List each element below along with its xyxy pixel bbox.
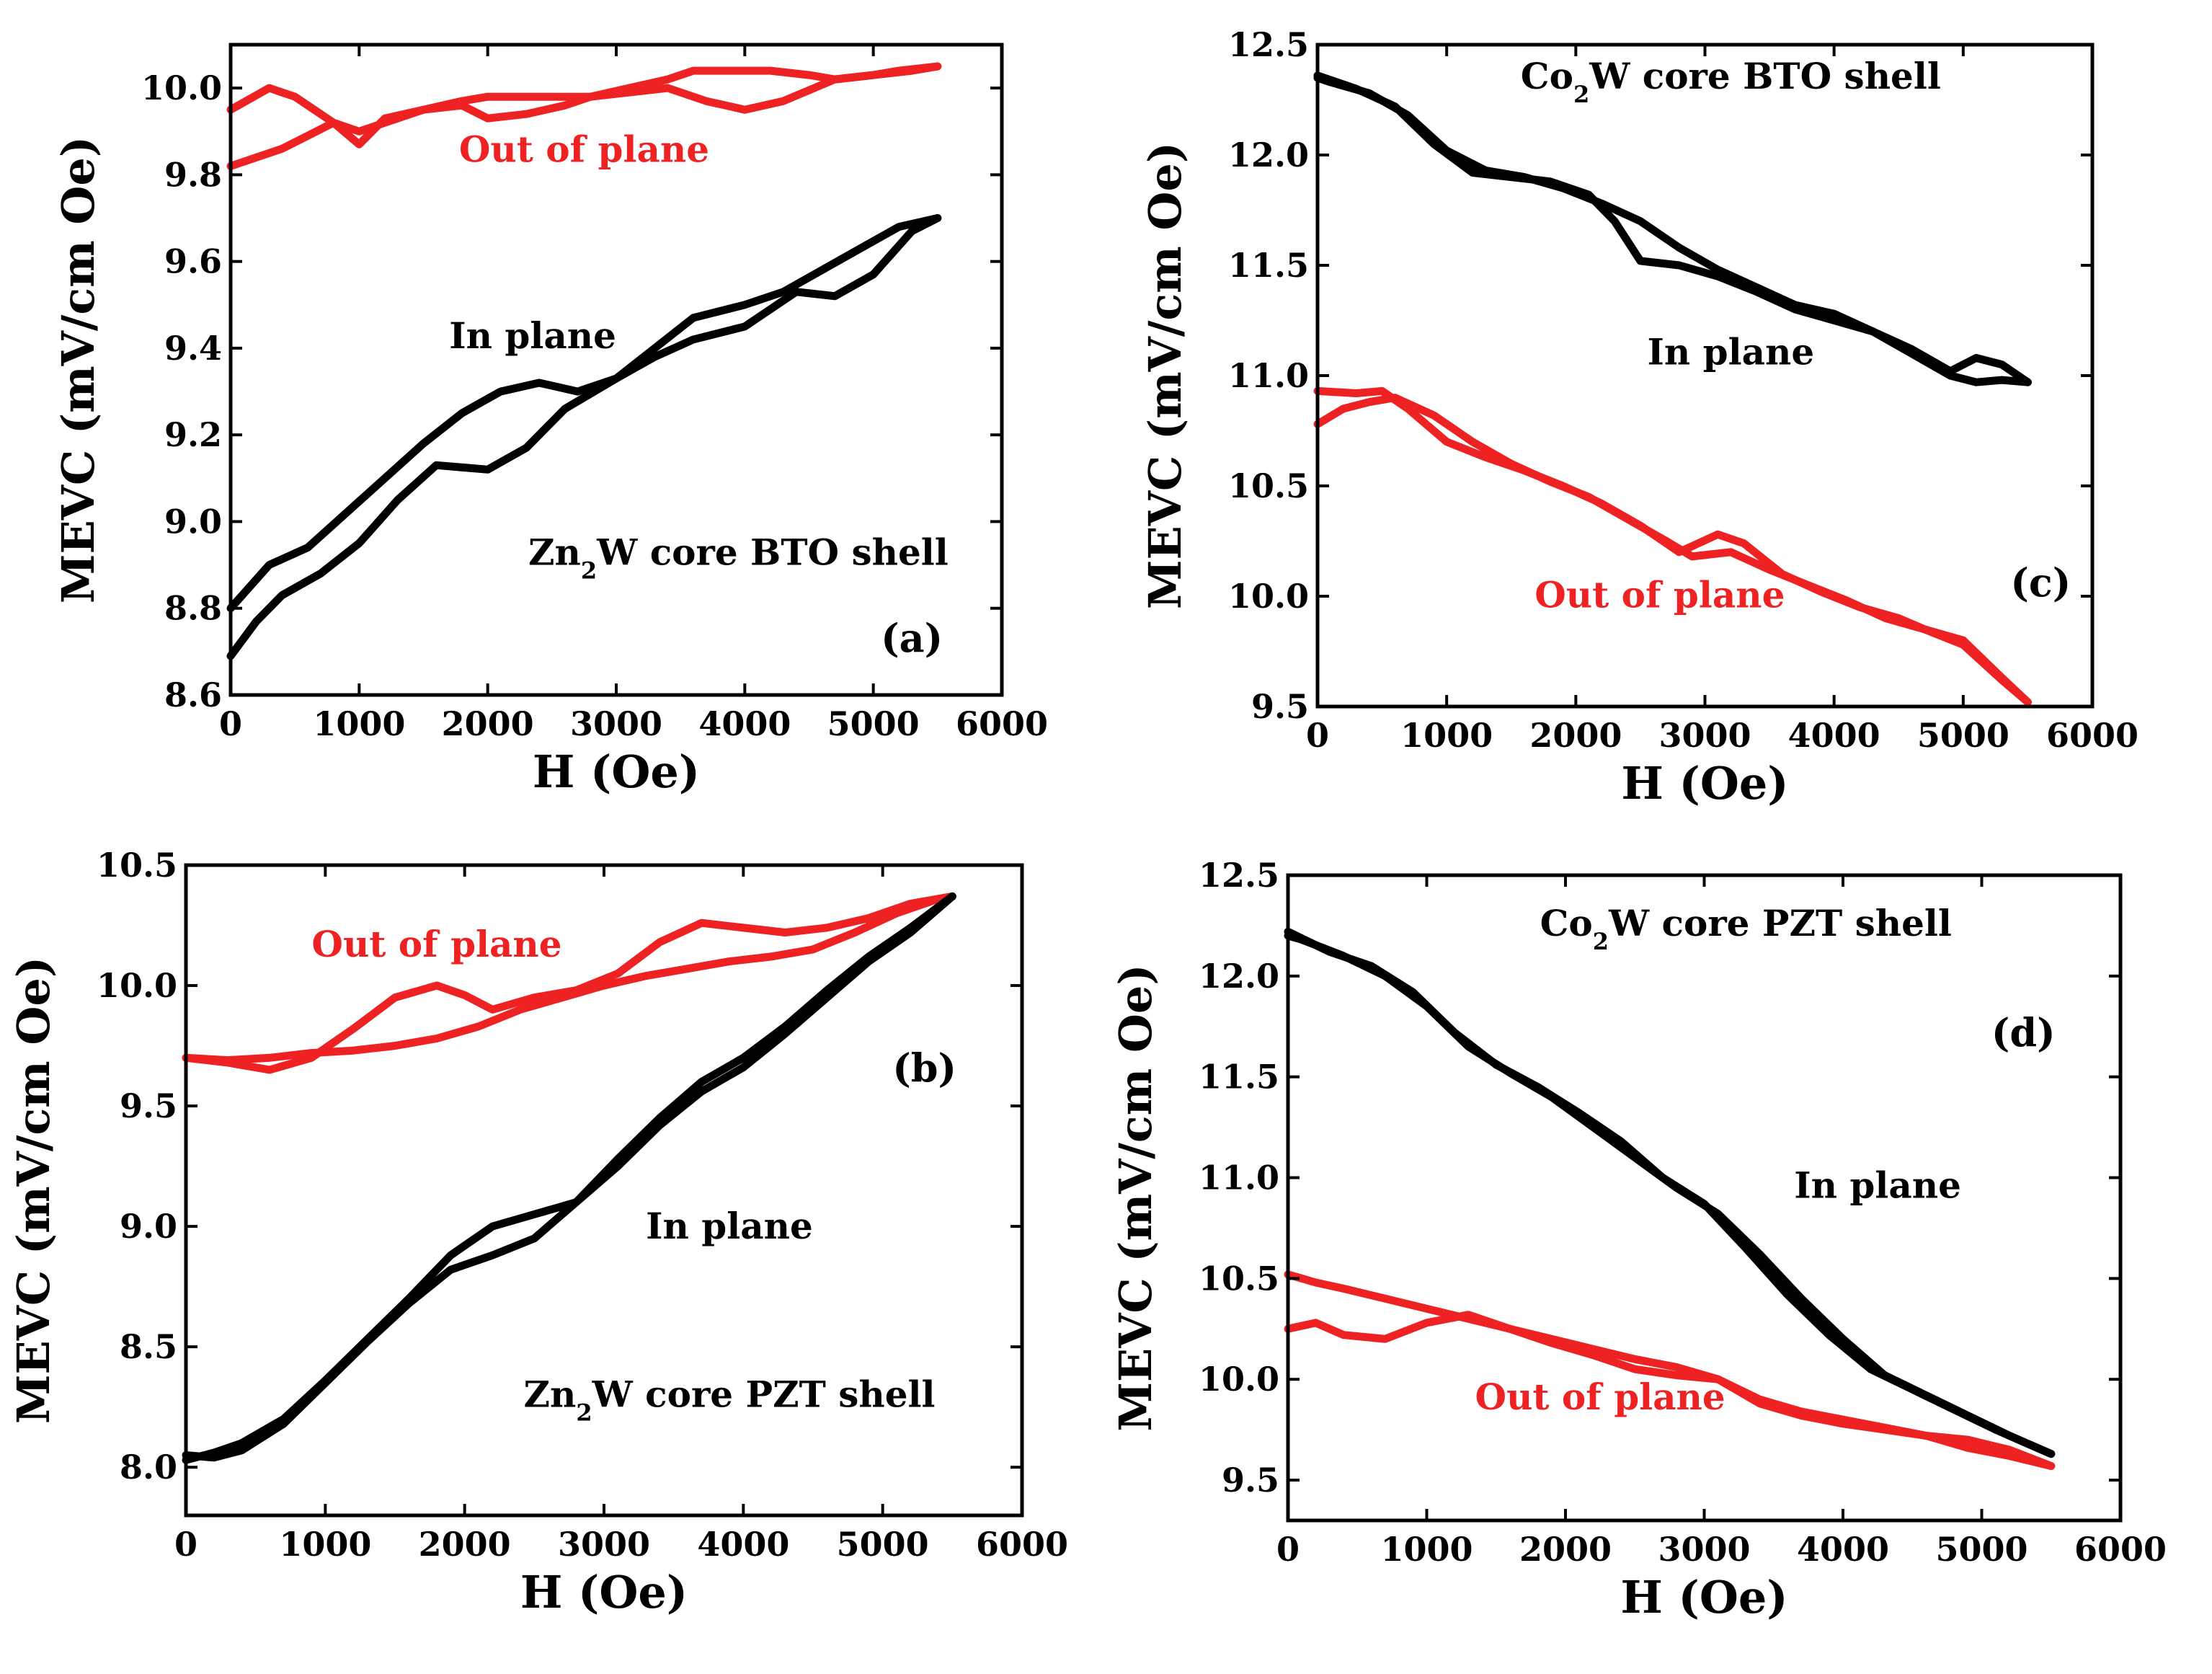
y-tick-label-c: 10.5 (1228, 466, 1309, 505)
series-line-a-2 (226, 214, 942, 660)
y-tick-label-d: 12.0 (1199, 957, 1279, 996)
x-tick-label-d: 1000 (1380, 1530, 1473, 1569)
y-axis-label-d: MEVC (mV/cm Oe) (1109, 964, 1162, 1431)
x-tick-label-b: 3000 (558, 1525, 650, 1564)
x-tick-label-c: 1000 (1400, 716, 1493, 755)
x-tick-label-b: 1000 (279, 1525, 371, 1564)
x-tick-label-d: 5000 (1935, 1530, 2027, 1569)
x-tick-label-c: 5000 (1917, 716, 2009, 755)
x-axis-label-b: H (Oe) (520, 1566, 688, 1618)
x-tick-label-c: 0 (1306, 716, 1329, 755)
x-tick-label-a: 2000 (442, 704, 534, 743)
y-tick-label-d: 10.0 (1199, 1360, 1279, 1399)
x-tick-label-d: 0 (1276, 1530, 1300, 1569)
annotation-d-2: In plane (1794, 1164, 1961, 1207)
series-line-a-3 (226, 214, 942, 613)
x-tick-label-c: 2000 (1529, 716, 1622, 755)
x-axis-label-d: H (Oe) (1620, 1571, 1787, 1624)
x-tick-label-b: 4000 (697, 1525, 789, 1564)
y-tick-label-b: 10.0 (97, 966, 177, 1005)
panel-c: 0 1000 2000 3000 4000 5000 6000 9.5 10.0 10.5 11.0… (1139, 25, 2138, 810)
annotation-b-0: Out of plane (311, 923, 561, 965)
x-tick-label-a: 4000 (698, 704, 791, 743)
series-line-b-3 (182, 892, 956, 1464)
y-tick-label-b: 9.0 (120, 1207, 177, 1246)
series-line-d-1 (1284, 931, 2056, 1458)
annotation-a-2: Zn2W core BTO shell (528, 531, 949, 585)
annotation-b-3: Zn2W core PZT shell (523, 1373, 935, 1427)
panel-tag-c: (c) (2010, 559, 2071, 606)
series-line-c-3 (1313, 386, 2032, 707)
series-line-a-1 (226, 62, 942, 149)
y-tick-label-d: 11.5 (1199, 1058, 1279, 1097)
y-axis-label-b: MEVC (mV/cm Oe) (7, 957, 60, 1424)
series-line-c-1 (1313, 74, 2032, 386)
x-tick-label-a: 3000 (570, 704, 662, 743)
y-tick-label-c: 11.0 (1228, 356, 1309, 395)
x-tick-label-a: 0 (219, 704, 242, 743)
y-tick-label-b: 8.5 (120, 1327, 177, 1366)
annotation-a-1: In plane (449, 314, 616, 357)
annotation-c-0: Co2W core BTO shell (1521, 55, 1941, 108)
series-line-b-1 (182, 892, 956, 1074)
x-tick-label-c: 4000 (1788, 716, 1880, 755)
annotation-d-3: Out of plane (1475, 1376, 1725, 1418)
x-tick-label-d: 2000 (1519, 1530, 1612, 1569)
y-tick-label-b: 10.5 (97, 846, 177, 885)
x-tick-label-b: 2000 (419, 1525, 511, 1564)
annotation-a-0: Out of plane (459, 128, 709, 170)
y-tick-label-a: 9.0 (164, 502, 222, 541)
x-tick-label-b: 5000 (837, 1525, 929, 1564)
y-axis-label-c: MEVC (mV/cm Oe) (1139, 142, 1191, 609)
plot-frame-d (1286, 873, 2123, 1523)
annotation-c-2: Out of plane (1534, 573, 1785, 616)
y-tick-label-b: 9.5 (120, 1086, 177, 1125)
x-tick-label-c: 3000 (1658, 716, 1751, 755)
x-axis-label-a: H (Oe) (533, 745, 700, 798)
y-tick-label-c: 12.0 (1228, 136, 1309, 174)
x-tick-label-a: 6000 (956, 704, 1048, 743)
y-tick-label-d: 12.5 (1199, 856, 1279, 895)
x-tick-label-d: 4000 (1797, 1530, 1889, 1569)
y-tick-label-a: 9.2 (164, 415, 222, 454)
y-tick-label-a: 9.4 (164, 329, 222, 368)
x-tick-label-b: 6000 (976, 1525, 1068, 1564)
panel-tag-a: (a) (881, 615, 943, 661)
x-tick-label-a: 5000 (827, 704, 920, 743)
x-tick-label-b: 0 (174, 1525, 197, 1564)
annotation-c-1: In plane (1647, 331, 1814, 373)
y-tick-label-c: 12.5 (1228, 25, 1309, 64)
y-tick-label-b: 8.0 (120, 1448, 177, 1487)
annotation-d-0: Co2W core PZT shell (1540, 902, 1952, 955)
panel-d: 0 1000 2000 3000 4000 5000 6000 9.5 10.0 10.5 11.0… (1109, 856, 2167, 1624)
y-tick-label-d: 10.5 (1199, 1259, 1279, 1298)
y-tick-label-a: 10.0 (141, 68, 222, 107)
y-tick-label-c: 10.0 (1228, 577, 1309, 616)
x-tick-label-d: 3000 (1658, 1530, 1750, 1569)
x-tick-label-a: 1000 (313, 704, 405, 743)
y-axis-label-a: MEVC (mV/cm Oe) (52, 136, 105, 603)
x-tick-label-d: 6000 (2074, 1530, 2167, 1569)
y-tick-label-a: 8.8 (164, 589, 222, 628)
y-tick-label-a: 8.6 (164, 676, 222, 714)
series-line-d-3 (1284, 1270, 2056, 1470)
y-tick-label-c: 11.5 (1228, 246, 1309, 285)
y-tick-label-a: 9.6 (164, 242, 222, 281)
panel-tag-d: (d) (1991, 1010, 2056, 1056)
y-tick-label-a: 9.8 (164, 155, 222, 194)
y-tick-label-c: 9.5 (1251, 687, 1309, 726)
panel-a: 0 1000 2000 3000 4000 5000 6000 8.6 8.8 9.0 9.2 9.4… (52, 43, 1048, 798)
x-tick-label-c: 6000 (2046, 716, 2138, 755)
panel-tag-b: (b) (892, 1045, 956, 1091)
y-tick-label-d: 11.0 (1199, 1159, 1279, 1197)
annotation-b-2: In plane (646, 1205, 813, 1247)
y-tick-label-d: 9.5 (1222, 1461, 1279, 1500)
panel-b: 0 1000 2000 3000 4000 5000 6000 8.0 8.5 9.0 9.5 10.… (7, 846, 1068, 1618)
x-axis-label-c: H (Oe) (1621, 757, 1788, 810)
